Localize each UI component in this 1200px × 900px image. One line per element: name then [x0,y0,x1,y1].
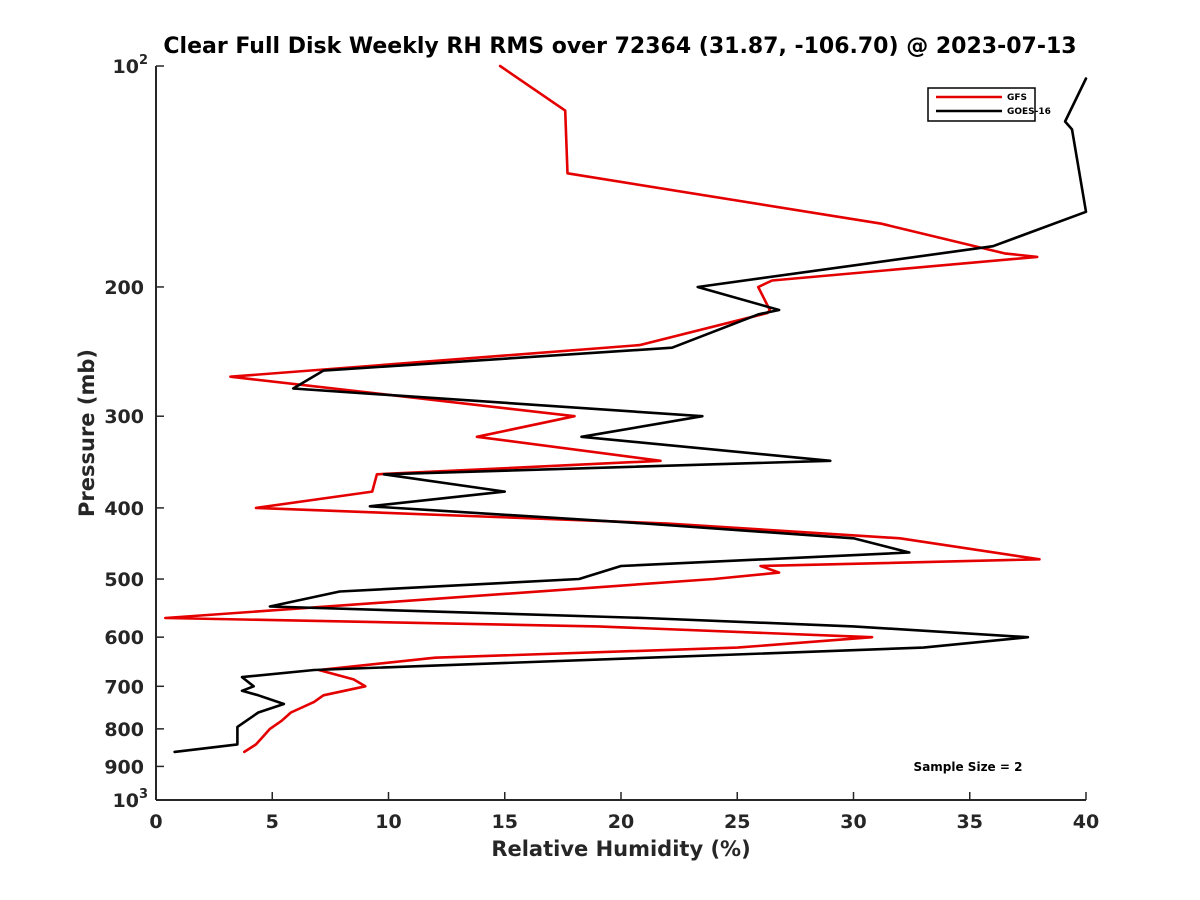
y-tick-label: 200 [104,277,144,299]
y-axis-ticks: 102 200 300 400 500 600 700 800 900 103 [104,53,164,812]
x-tick-label: 5 [266,811,279,833]
y-tick-label: 700 [104,676,144,698]
y-tick-label: 300 [104,406,144,428]
x-axis-ticks: 0 5 10 15 20 25 30 35 40 [149,792,1099,833]
y-axis-label: Pressure (mb) [75,349,99,517]
chart-title: Clear Full Disk Weekly RH RMS over 72364… [163,34,1076,59]
x-tick-label: 20 [608,811,634,833]
y-tick-label: 600 [104,627,144,649]
x-tick-label: 15 [492,811,518,833]
x-tick-label: 30 [840,811,866,833]
x-tick-label: 40 [1073,811,1099,833]
series-line-goes16 [173,77,1088,754]
y-tick-label: 500 [104,569,144,591]
y-tick-label: 800 [104,719,144,741]
legend: GFS GOES-16 [927,87,1051,122]
y-tick-label: 103 [113,787,149,812]
legend-label-goes16: GOES-16 [1007,107,1051,117]
legend-box [927,87,1036,122]
series-layer [164,64,1088,754]
x-tick-label: 10 [375,811,401,833]
x-tick-label: 35 [957,811,983,833]
y-tick-label: 900 [104,756,144,778]
y-tick-label: 102 [113,53,149,78]
y-tick-label: 400 [104,498,144,520]
x-axis-label: Relative Humidity (%) [491,837,750,861]
x-tick-label: 25 [724,811,750,833]
legend-label-gfs: GFS [1007,93,1027,103]
series-line-gfs [164,64,1041,754]
sample-size-annotation: Sample Size = 2 [914,760,1023,774]
x-tick-label: 0 [149,811,162,833]
